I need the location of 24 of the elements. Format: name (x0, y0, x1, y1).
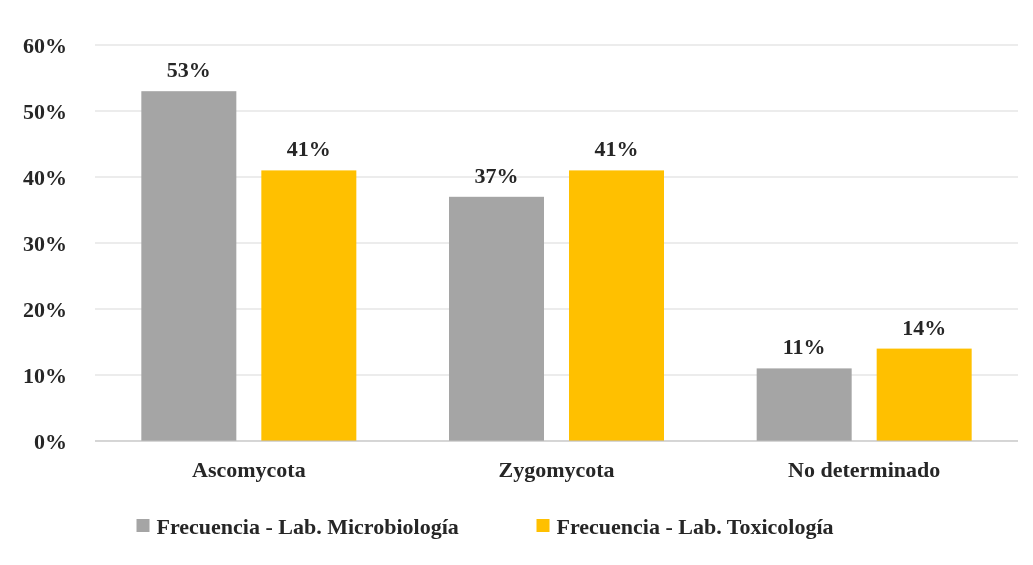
data-label: 53% (166, 57, 211, 83)
data-label: 14% (902, 314, 947, 340)
legend-label: Frecuencia - Lab. Toxicología (556, 513, 834, 539)
x-tick-label: No determinado (788, 457, 941, 482)
y-tick-label: 60% (23, 32, 67, 58)
y-tick-label: 10% (23, 362, 67, 388)
legend-label: Frecuencia - Lab. Microbiología (156, 513, 459, 539)
y-tick-label: 30% (23, 230, 67, 256)
y-tick-label: 40% (23, 164, 67, 190)
data-label: 37% (474, 162, 519, 188)
y-tick-label: 20% (23, 296, 67, 322)
bar (141, 91, 237, 441)
bar (569, 170, 664, 441)
data-label: 41% (286, 136, 331, 162)
bar (756, 368, 852, 441)
y-tick-label: 50% (23, 98, 67, 124)
data-label: 11% (782, 334, 826, 360)
x-tick-label: Zygomycota (498, 457, 615, 482)
bar (449, 196, 544, 441)
y-tick-label: 0% (34, 428, 67, 454)
x-tick-label: Ascomycota (192, 457, 306, 482)
bar (876, 348, 972, 441)
data-label: 41% (594, 136, 639, 162)
bar (261, 170, 357, 441)
